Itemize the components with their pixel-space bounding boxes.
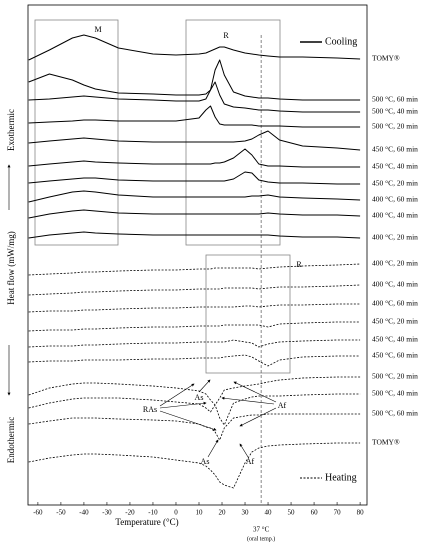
- series-label: 400 °C, 20 min: [372, 233, 418, 242]
- annotation: Af: [246, 457, 255, 466]
- annotation: R: [223, 31, 229, 40]
- arrow: [198, 379, 211, 393]
- series-label: 500 °C, 40 min: [372, 389, 418, 398]
- series-label: 450 °C, 60 min: [372, 351, 418, 360]
- series-label: 500 °C, 60 min: [372, 95, 418, 104]
- series-line: [28, 339, 361, 348]
- x-tick-label: -30: [102, 509, 112, 517]
- annotation: R: [296, 260, 302, 269]
- arrow: [233, 381, 277, 403]
- x-tick-label: 60: [311, 509, 319, 517]
- series-label: TOMY®: [372, 54, 400, 63]
- series-line: [28, 105, 361, 128]
- series-line: [28, 190, 361, 203]
- x-tick-label: -50: [56, 509, 66, 517]
- series-line: [28, 354, 361, 367]
- m-box: [34, 19, 119, 246]
- legend-label: Cooling: [325, 36, 357, 47]
- series-label: TOMY®: [372, 438, 400, 447]
- series-line: [28, 442, 361, 489]
- annotation: RAs: [143, 405, 157, 414]
- y-annotation: Exothermic: [6, 109, 16, 151]
- arrow: [221, 396, 275, 405]
- series-label: 400 °C, 20 min: [372, 259, 418, 268]
- series-line: [28, 321, 361, 332]
- reference-note: (oral temp.): [247, 535, 275, 542]
- series-line: [28, 34, 361, 61]
- x-tick-label: 0: [174, 509, 178, 517]
- series-label: 400 °C, 40 min: [372, 211, 418, 220]
- series-line: [28, 59, 361, 101]
- series-line: [28, 130, 361, 151]
- plot-frame: [27, 4, 368, 506]
- series-label: 500 °C, 60 min: [372, 409, 418, 418]
- x-tick-label: -40: [79, 509, 89, 517]
- x-tick-label: 80: [357, 509, 365, 517]
- reference-label: 37 °C: [253, 526, 270, 534]
- x-tick-label: 10: [195, 509, 203, 517]
- x-tick-label: -10: [148, 509, 158, 517]
- y-axis-label: Heat flow (mW/mg): [6, 231, 16, 304]
- arrow: [159, 383, 195, 407]
- series-label: 400 °C, 40 min: [372, 280, 418, 289]
- annotation: Af: [278, 401, 287, 410]
- y-annotation: Endothermic: [6, 417, 16, 464]
- series-label: 400 °C, 60 min: [372, 195, 418, 204]
- annotation: As: [201, 457, 210, 466]
- series-line: [28, 148, 361, 168]
- x-tick-label: 50: [288, 509, 296, 517]
- series-line: [28, 413, 361, 441]
- series-line: [28, 303, 361, 313]
- r-box: [185, 19, 281, 246]
- arrow: [239, 443, 249, 458]
- series-label: 450 °C, 40 min: [372, 335, 418, 344]
- series-label: 450 °C, 20 min: [372, 317, 418, 326]
- series-line: [28, 393, 361, 426]
- series-label: 500 °C, 40 min: [372, 107, 418, 116]
- x-tick-label: -60: [33, 509, 43, 517]
- series-line: [28, 263, 361, 276]
- r-box-heating: [205, 254, 291, 374]
- x-tick-label: -20: [125, 509, 135, 517]
- arrow: [159, 401, 207, 409]
- series-label: 450 °C, 20 min: [372, 179, 418, 188]
- series-label: 450 °C, 40 min: [372, 162, 418, 171]
- annotation: M: [94, 25, 101, 34]
- series-line: [28, 81, 361, 113]
- series-label: 450 °C, 60 min: [372, 145, 418, 154]
- arrow: [207, 439, 219, 458]
- x-tick-label: 20: [219, 509, 227, 517]
- x-tick-label: 70: [334, 509, 342, 517]
- series-line: [28, 171, 361, 185]
- x-tick-label: 30: [242, 509, 250, 517]
- series-label: 500 °C, 20 min: [372, 372, 418, 381]
- x-tick-label: 40: [265, 509, 273, 517]
- series-label: 400 °C, 60 min: [372, 299, 418, 308]
- series-label: 500 °C, 20 min: [372, 122, 418, 131]
- annotation: As: [195, 393, 204, 402]
- series-line: [28, 209, 361, 219]
- series-line: [28, 231, 361, 239]
- arrow: [239, 407, 277, 427]
- series-line: [28, 284, 361, 296]
- x-axis-label: Temperature (°C): [115, 517, 178, 527]
- legend-label: Heating: [325, 472, 357, 483]
